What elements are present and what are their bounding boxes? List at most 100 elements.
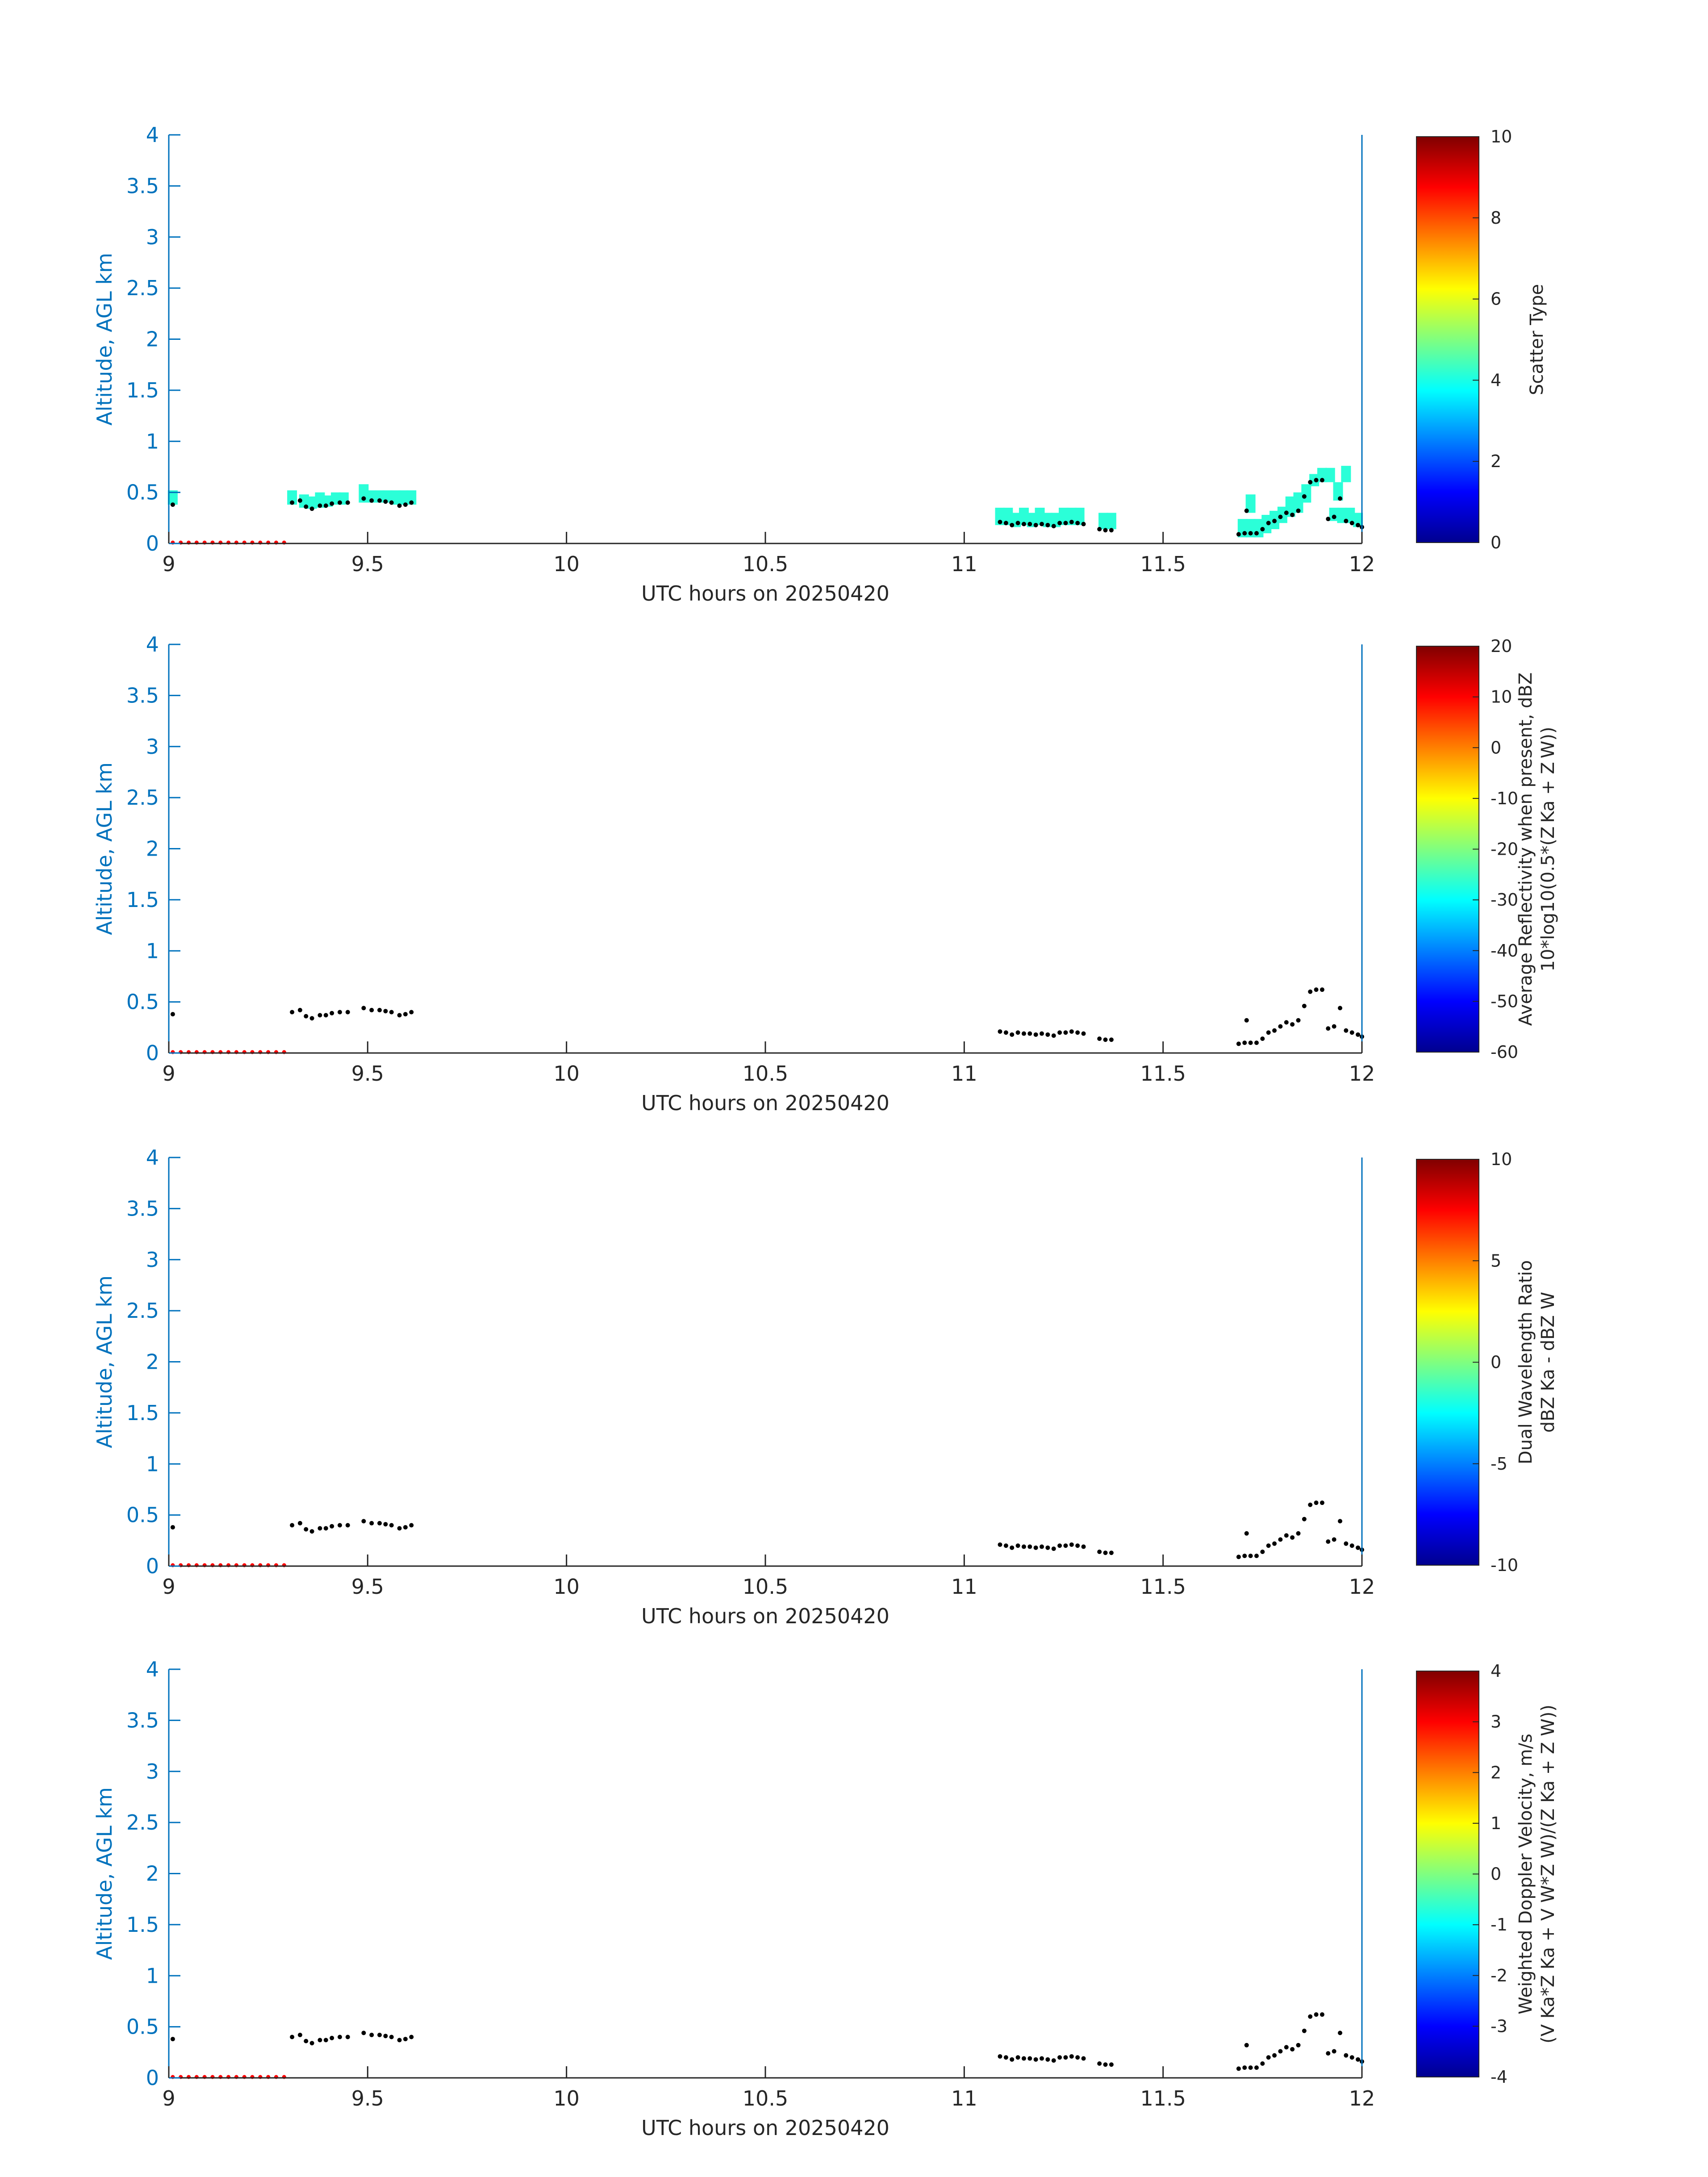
black-point (389, 1010, 394, 1015)
black-point (1349, 521, 1354, 526)
black-point (369, 498, 374, 503)
black-point (1040, 2056, 1044, 2061)
black-point (1033, 2057, 1038, 2062)
black-point (1349, 1030, 1354, 1035)
colorbar-tick-label: 4 (1491, 1661, 1501, 1681)
black-point (304, 504, 309, 509)
black-point (1320, 987, 1324, 992)
black-point (1003, 1543, 1008, 1548)
black-point (345, 2035, 350, 2039)
y-tick-label: 1.5 (126, 1401, 159, 1425)
black-point (403, 2037, 408, 2042)
black-point (297, 1521, 302, 1525)
colorbar-tick-label: -5 (1491, 1454, 1508, 1474)
y-axis-label: Altitude, AGL km (92, 1275, 117, 1448)
black-point (1244, 1531, 1249, 1536)
black-point (1075, 521, 1080, 526)
colorbar-label: Dual Wavelength Ratio (1516, 1260, 1536, 1464)
black-point (1349, 1543, 1354, 1548)
colorbar-tick-label: 3 (1491, 1712, 1501, 1732)
y-tick-label: 3.5 (126, 683, 159, 707)
x-tick-label: 10 (553, 1575, 580, 1599)
scatter-type-cell (1245, 494, 1256, 513)
scatter-type-cell (1325, 468, 1335, 482)
black-point (1272, 1028, 1277, 1033)
x-tick-label: 9.5 (351, 552, 384, 576)
black-point (1040, 1031, 1044, 1036)
black-point (1302, 1003, 1307, 1008)
black-point (1266, 2055, 1271, 2060)
black-point (1290, 1022, 1295, 1027)
black-point (304, 1527, 309, 1532)
black-point (1338, 1519, 1343, 1524)
scatter-type-cell (299, 494, 309, 508)
black-point (1003, 1030, 1008, 1035)
x-tick-label: 9 (162, 1575, 175, 1599)
y-tick-label: 0.5 (126, 2015, 159, 2039)
black-point (297, 1007, 302, 1012)
black-point (1320, 1500, 1324, 1505)
black-point (383, 2034, 388, 2039)
y-axis-label: Altitude, AGL km (92, 253, 117, 426)
black-point (1278, 2049, 1283, 2054)
scatter-type-cell (1301, 484, 1311, 503)
black-point (1290, 2047, 1295, 2052)
black-point (1314, 2012, 1319, 2017)
black-point (1051, 2058, 1056, 2063)
black-point (1248, 531, 1253, 536)
y-tick-label: 2.5 (126, 276, 159, 300)
black-point (1260, 2061, 1265, 2066)
black-point (389, 2035, 394, 2039)
black-point (1069, 2054, 1074, 2059)
x-tick-label: 10 (553, 1061, 580, 1086)
black-point (1320, 478, 1324, 483)
black-point (323, 1013, 328, 1018)
y-tick-label: 4 (146, 1145, 159, 1170)
black-point (1314, 1500, 1319, 1505)
y-tick-label: 3.5 (126, 1196, 159, 1220)
y-tick-label: 1.5 (126, 378, 159, 402)
x-tick-label: 10.5 (743, 552, 788, 576)
black-point (337, 2035, 342, 2039)
black-point (383, 499, 388, 504)
black-point (1027, 1544, 1032, 1549)
black-point (1027, 1031, 1032, 1036)
black-point (1097, 526, 1102, 531)
black-point (317, 2038, 322, 2043)
black-point (1003, 521, 1008, 526)
black-point (1081, 2056, 1086, 2061)
black-point (1063, 521, 1068, 526)
colorbar-label: Average Reflectivity when present, dBZ (1516, 673, 1536, 1026)
black-point (1015, 2055, 1020, 2060)
black-point (1338, 1006, 1343, 1011)
black-point (1356, 522, 1361, 527)
black-point (1344, 2053, 1349, 2058)
x-tick-label: 11.5 (1140, 1575, 1186, 1599)
scatter-type-cell (1106, 513, 1116, 529)
black-point (1272, 518, 1277, 523)
x-tick-label: 11.5 (1140, 1061, 1186, 1086)
black-point (1260, 526, 1265, 531)
black-point (369, 1007, 374, 1012)
black-point (1057, 1543, 1062, 1548)
y-tick-label: 0 (146, 1041, 159, 1065)
black-point (1290, 512, 1295, 517)
y-tick-label: 1.5 (126, 1913, 159, 1937)
y-tick-label: 1.5 (126, 888, 159, 912)
black-point (309, 506, 314, 511)
black-point (1308, 1502, 1313, 1507)
scatter-type-cell (367, 490, 377, 503)
black-point (309, 2041, 314, 2046)
black-point (323, 1526, 328, 1531)
colorbar-tick-label: 10 (1491, 127, 1512, 146)
black-point (361, 2031, 366, 2035)
black-point (1236, 1554, 1241, 1559)
black-point (1344, 518, 1349, 523)
scatter-type-cell (398, 490, 409, 505)
black-point (1040, 1544, 1044, 1549)
y-tick-label: 3 (146, 1759, 159, 1784)
black-point (1045, 1032, 1050, 1037)
y-tick-label: 2 (146, 1350, 159, 1374)
black-point (409, 500, 414, 505)
black-point (1063, 1543, 1068, 1548)
